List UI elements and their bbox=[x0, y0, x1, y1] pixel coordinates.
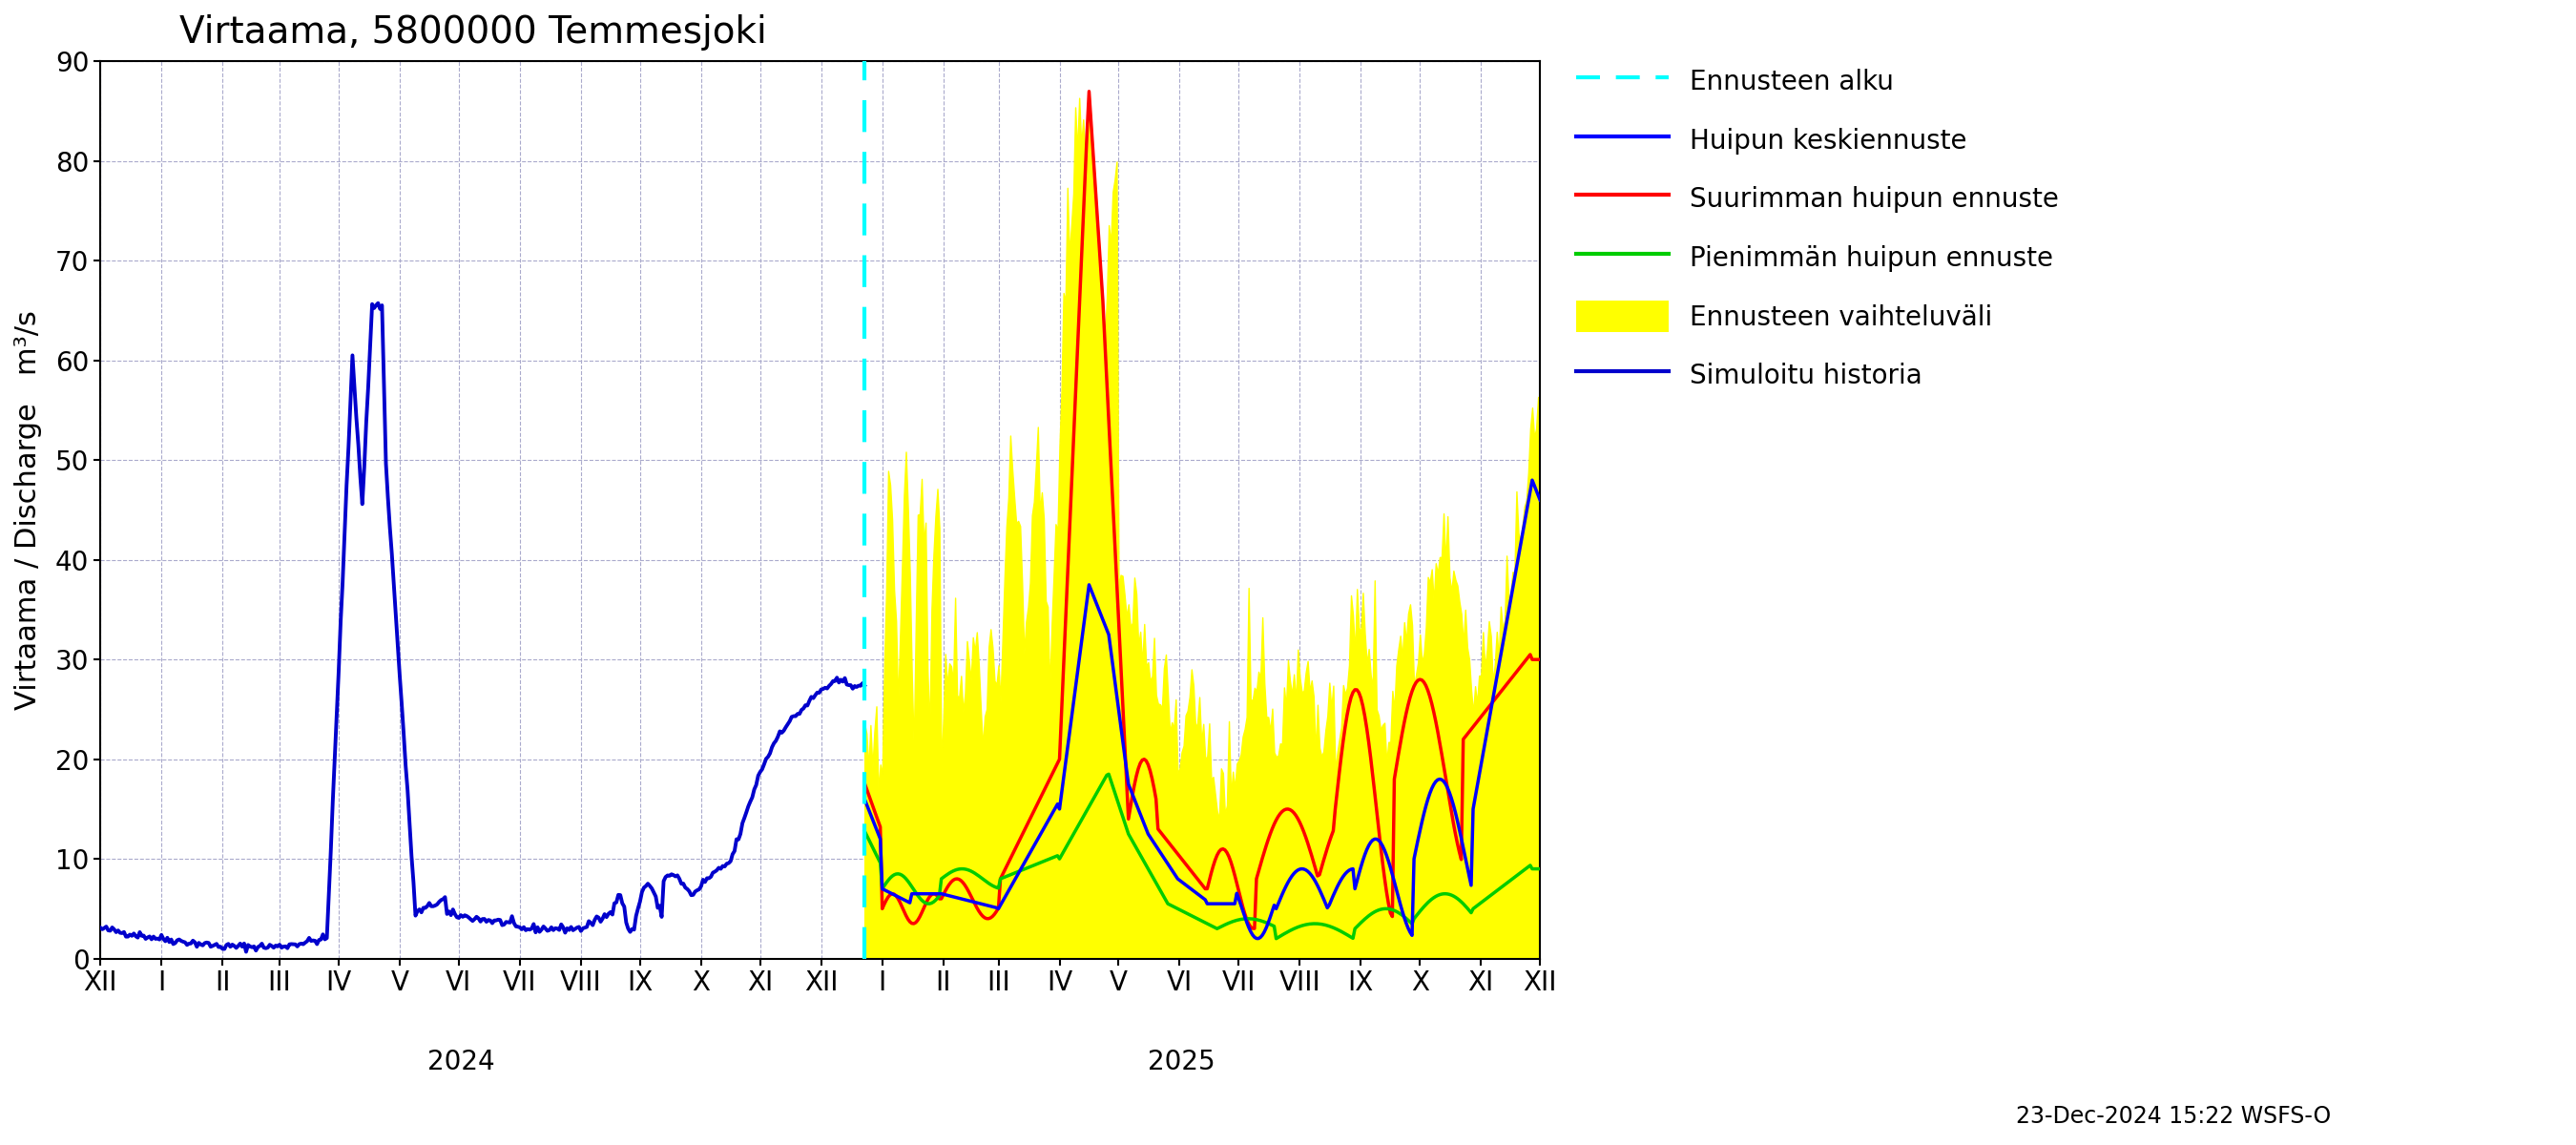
Text: Virtaama, 5800000 Temmesjoki: Virtaama, 5800000 Temmesjoki bbox=[180, 14, 768, 50]
Text: 2025: 2025 bbox=[1149, 1049, 1216, 1075]
Y-axis label: Virtaama / Discharge   m³/s: Virtaama / Discharge m³/s bbox=[15, 310, 41, 710]
Text: 23-Dec-2024 15:22 WSFS-O: 23-Dec-2024 15:22 WSFS-O bbox=[2017, 1105, 2331, 1128]
Text: 2024: 2024 bbox=[428, 1049, 495, 1075]
Legend: Ennusteen alku, Huipun keskiennuste, Suurimman huipun ennuste, Pienimmän huipun : Ennusteen alku, Huipun keskiennuste, Suu… bbox=[1569, 57, 2066, 400]
